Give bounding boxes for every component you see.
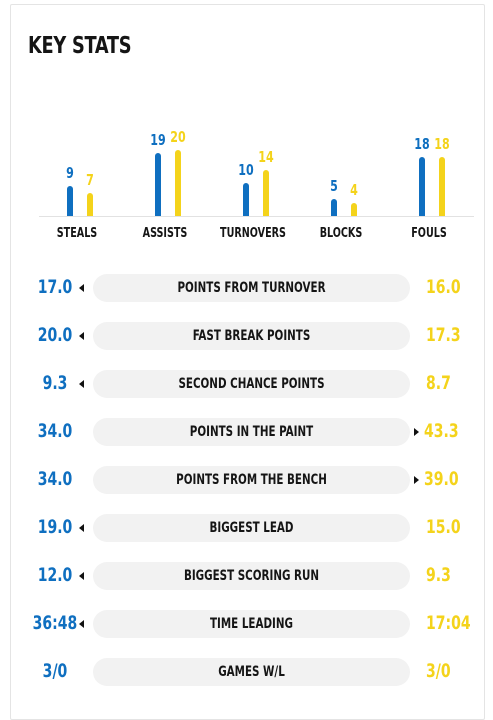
stat-row: 20.0 FAST BREAK POINTS 17.3 — [11, 321, 486, 351]
bar-yellow-steals — [87, 193, 93, 216]
bar-value-yellow-assists: 20 — [170, 128, 186, 146]
caret-right-icon — [414, 428, 419, 436]
bar-value-blue-blocks: 5 — [330, 177, 338, 195]
team-b-value: 17:04 — [426, 612, 471, 634]
stat-label-pill: BIGGEST LEAD — [93, 514, 410, 542]
chart-group-turnovers: 10 14 TURNOVERS — [209, 105, 297, 245]
stat-row: 36:48 TIME LEADING 17:04 — [11, 609, 486, 639]
team-a-value: 19.0 — [37, 516, 73, 538]
bar-value-blue-steals: 9 — [66, 164, 74, 182]
team-b-value: 17.3 — [426, 324, 461, 346]
category-label: STEALS — [56, 226, 98, 241]
bar-value-yellow-fouls: 18 — [434, 135, 450, 153]
team-b-value: 3/0 — [426, 660, 451, 682]
stat-label: POINTS FROM THE BENCH — [176, 472, 327, 488]
key-stats-card: KEY STATS 9 7 STEALS 19 20 ASSISTS 10 14 TURNOVE… — [10, 4, 485, 720]
team-a-value: 20.0 — [37, 324, 73, 346]
bar-value-yellow-blocks: 4 — [350, 181, 358, 199]
chart-baseline — [39, 216, 474, 217]
stat-row: 34.0 POINTS FROM THE BENCH 39.0 — [11, 465, 486, 495]
chart-group-fouls: 18 18 FOULS — [385, 105, 473, 245]
category-label: TURNOVERS — [220, 226, 286, 241]
team-b-value: 8.7 — [426, 372, 451, 394]
caret-left-icon — [79, 572, 84, 580]
caret-left-icon — [79, 284, 84, 292]
stat-label: BIGGEST LEAD — [209, 520, 294, 536]
stat-row: 12.0 BIGGEST SCORING RUN 9.3 — [11, 561, 486, 591]
stat-label-pill: SECOND CHANCE POINTS — [93, 370, 410, 398]
bar-blue-assists — [155, 153, 161, 216]
bar-blue-blocks — [331, 199, 337, 216]
category-label: FOULS — [411, 226, 447, 241]
stat-label: FAST BREAK POINTS — [192, 328, 311, 344]
bar-blue-fouls — [419, 157, 425, 216]
stat-label-pill: GAMES W/L — [93, 658, 410, 686]
team-a-value: 12.0 — [37, 564, 73, 586]
team-a-value: 3/0 — [42, 660, 68, 682]
bar-blue-steals — [67, 186, 73, 216]
team-b-value: 9.3 — [426, 564, 451, 586]
caret-left-icon — [79, 380, 84, 388]
stat-label: BIGGEST SCORING RUN — [183, 568, 320, 584]
stat-label-pill: POINTS IN THE PAINT — [93, 418, 410, 446]
team-a-value: 34.0 — [37, 420, 73, 442]
team-b-value: 39.0 — [424, 468, 459, 490]
stat-label-pill: BIGGEST SCORING RUN — [93, 562, 410, 590]
bar-yellow-turnovers — [263, 170, 269, 216]
category-label: BLOCKS — [319, 226, 363, 241]
section-title: KEY STATS — [28, 33, 132, 59]
bar-value-yellow-steals: 7 — [86, 171, 94, 189]
chart-group-blocks: 5 4 BLOCKS — [297, 105, 385, 245]
bar-yellow-fouls — [439, 157, 445, 216]
stat-row: 3/0 GAMES W/L 3/0 — [11, 657, 486, 687]
team-a-value: 9.3 — [42, 372, 68, 394]
bar-value-yellow-turnovers: 14 — [258, 148, 274, 166]
stat-label: POINTS FROM TURNOVER — [177, 280, 326, 296]
caret-left-icon — [79, 524, 84, 532]
category-label: ASSISTS — [142, 226, 188, 241]
team-b-value: 16.0 — [426, 276, 461, 298]
stat-label-pill: TIME LEADING — [93, 610, 410, 638]
stat-label: SECOND CHANCE POINTS — [178, 376, 325, 392]
bar-value-blue-assists: 19 — [150, 131, 166, 149]
stat-row: 17.0 POINTS FROM TURNOVER 16.0 — [11, 273, 486, 303]
bar-yellow-blocks — [351, 203, 357, 216]
bar-value-blue-turnovers: 10 — [238, 161, 254, 179]
caret-left-icon — [79, 620, 84, 628]
stat-row: 19.0 BIGGEST LEAD 15.0 — [11, 513, 486, 543]
team-b-value: 15.0 — [426, 516, 461, 538]
stat-row: 34.0 POINTS IN THE PAINT 43.3 — [11, 417, 486, 447]
stat-label: POINTS IN THE PAINT — [189, 424, 314, 440]
team-a-value: 36:48 — [32, 612, 78, 634]
team-b-value: 43.3 — [424, 420, 459, 442]
key-stats-bar-chart: 9 7 STEALS 19 20 ASSISTS 10 14 TURNOVERS 5 4 BLOCKS… — [31, 105, 476, 250]
team-a-value: 34.0 — [37, 468, 73, 490]
bar-yellow-assists — [175, 150, 181, 216]
bar-value-blue-fouls: 18 — [414, 135, 430, 153]
stat-label-pill: FAST BREAK POINTS — [93, 322, 410, 350]
stat-label-pill: POINTS FROM TURNOVER — [93, 274, 410, 302]
stat-label: TIME LEADING — [210, 616, 293, 632]
chart-group-steals: 9 7 STEALS — [33, 105, 121, 245]
bar-blue-turnovers — [243, 183, 249, 216]
stat-row: 9.3 SECOND CHANCE POINTS 8.7 — [11, 369, 486, 399]
caret-right-icon — [414, 476, 419, 484]
stat-label-pill: POINTS FROM THE BENCH — [93, 466, 410, 494]
chart-group-assists: 19 20 ASSISTS — [121, 105, 209, 245]
caret-left-icon — [79, 332, 84, 340]
team-a-value: 17.0 — [37, 276, 73, 298]
stat-label: GAMES W/L — [218, 664, 285, 680]
